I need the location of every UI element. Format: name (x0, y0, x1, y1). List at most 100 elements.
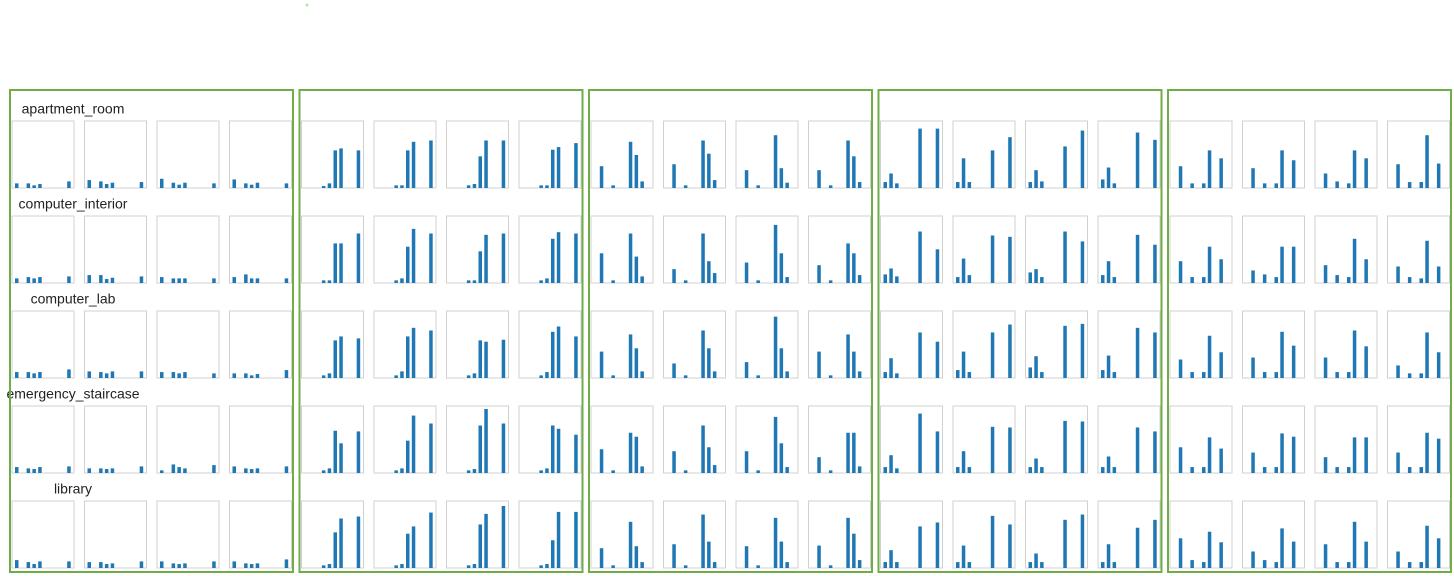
bar (1347, 277, 1351, 283)
bar (99, 468, 103, 473)
bar (104, 469, 109, 473)
bar (321, 280, 326, 283)
bar (356, 431, 361, 473)
panel (1387, 310, 1450, 379)
bar (394, 470, 398, 473)
bar (1112, 372, 1117, 378)
bar (244, 563, 248, 568)
bar (935, 249, 940, 283)
bar (1080, 130, 1085, 188)
bar (1034, 356, 1038, 378)
bar (935, 341, 940, 378)
bar (472, 469, 477, 473)
bar (1364, 541, 1368, 568)
bar (1207, 437, 1212, 473)
bar (1407, 277, 1412, 283)
bar (394, 565, 398, 568)
bar (1190, 183, 1194, 188)
bar (484, 234, 488, 283)
panel (1242, 120, 1305, 189)
bar (1323, 357, 1328, 378)
bar (1106, 456, 1111, 473)
bar (545, 372, 549, 378)
panel (1314, 405, 1378, 474)
bar (785, 182, 789, 188)
bar (87, 180, 91, 188)
bar (918, 332, 922, 378)
panel (229, 500, 292, 569)
bar (1419, 562, 1423, 568)
bar (1291, 160, 1296, 188)
bar (1106, 167, 1111, 188)
bar (1323, 265, 1328, 283)
row-label: apartment_room (22, 101, 125, 117)
bar (707, 447, 711, 473)
panel (735, 405, 799, 474)
bar (321, 375, 326, 378)
bar (1190, 372, 1194, 378)
bar (817, 265, 821, 283)
bar (744, 170, 749, 188)
bar (339, 148, 343, 188)
bar (628, 521, 633, 568)
panel (1097, 405, 1161, 474)
panel (446, 120, 509, 189)
bar (356, 150, 361, 188)
bar (466, 280, 471, 283)
bar (1135, 427, 1140, 473)
bar (110, 371, 115, 378)
bar (1202, 372, 1206, 378)
panel (373, 405, 437, 474)
bar (1352, 150, 1357, 188)
bar (1135, 132, 1140, 188)
bar (1280, 433, 1284, 473)
bar (171, 182, 176, 188)
panel (1314, 500, 1378, 569)
bar (15, 372, 19, 378)
bar (779, 168, 784, 188)
bar (1347, 183, 1351, 188)
bar (1028, 367, 1032, 378)
bar (961, 158, 966, 188)
bar (707, 541, 711, 568)
bar (1323, 457, 1328, 473)
bar (599, 253, 604, 283)
panel (301, 215, 364, 284)
bar (339, 336, 343, 378)
bar (773, 135, 778, 188)
bar (104, 184, 109, 188)
bar (756, 565, 760, 568)
panel (590, 215, 654, 284)
bar (756, 470, 760, 473)
bar (599, 351, 604, 378)
panel (590, 500, 654, 569)
bar (333, 532, 337, 568)
bar (87, 275, 91, 283)
bar (501, 233, 506, 283)
bar (785, 371, 789, 378)
panel (156, 215, 220, 284)
bar (1419, 182, 1423, 188)
bar (574, 233, 578, 283)
bar (1291, 541, 1296, 568)
panel (301, 310, 364, 379)
bar (339, 443, 343, 473)
bar (556, 326, 561, 378)
dot (305, 3, 309, 7)
bar (501, 505, 506, 568)
bar (701, 233, 705, 283)
bar (1364, 158, 1368, 188)
bar (773, 517, 778, 568)
panel (1097, 120, 1161, 189)
bar (1262, 183, 1267, 188)
bar (779, 348, 784, 378)
bar (1207, 335, 1212, 378)
panel (1242, 215, 1305, 284)
bar (1436, 538, 1441, 568)
bar (255, 278, 260, 283)
panel (446, 215, 509, 284)
bar (484, 408, 488, 473)
bar (883, 562, 887, 568)
bar (1407, 373, 1412, 378)
panel (1387, 215, 1450, 284)
